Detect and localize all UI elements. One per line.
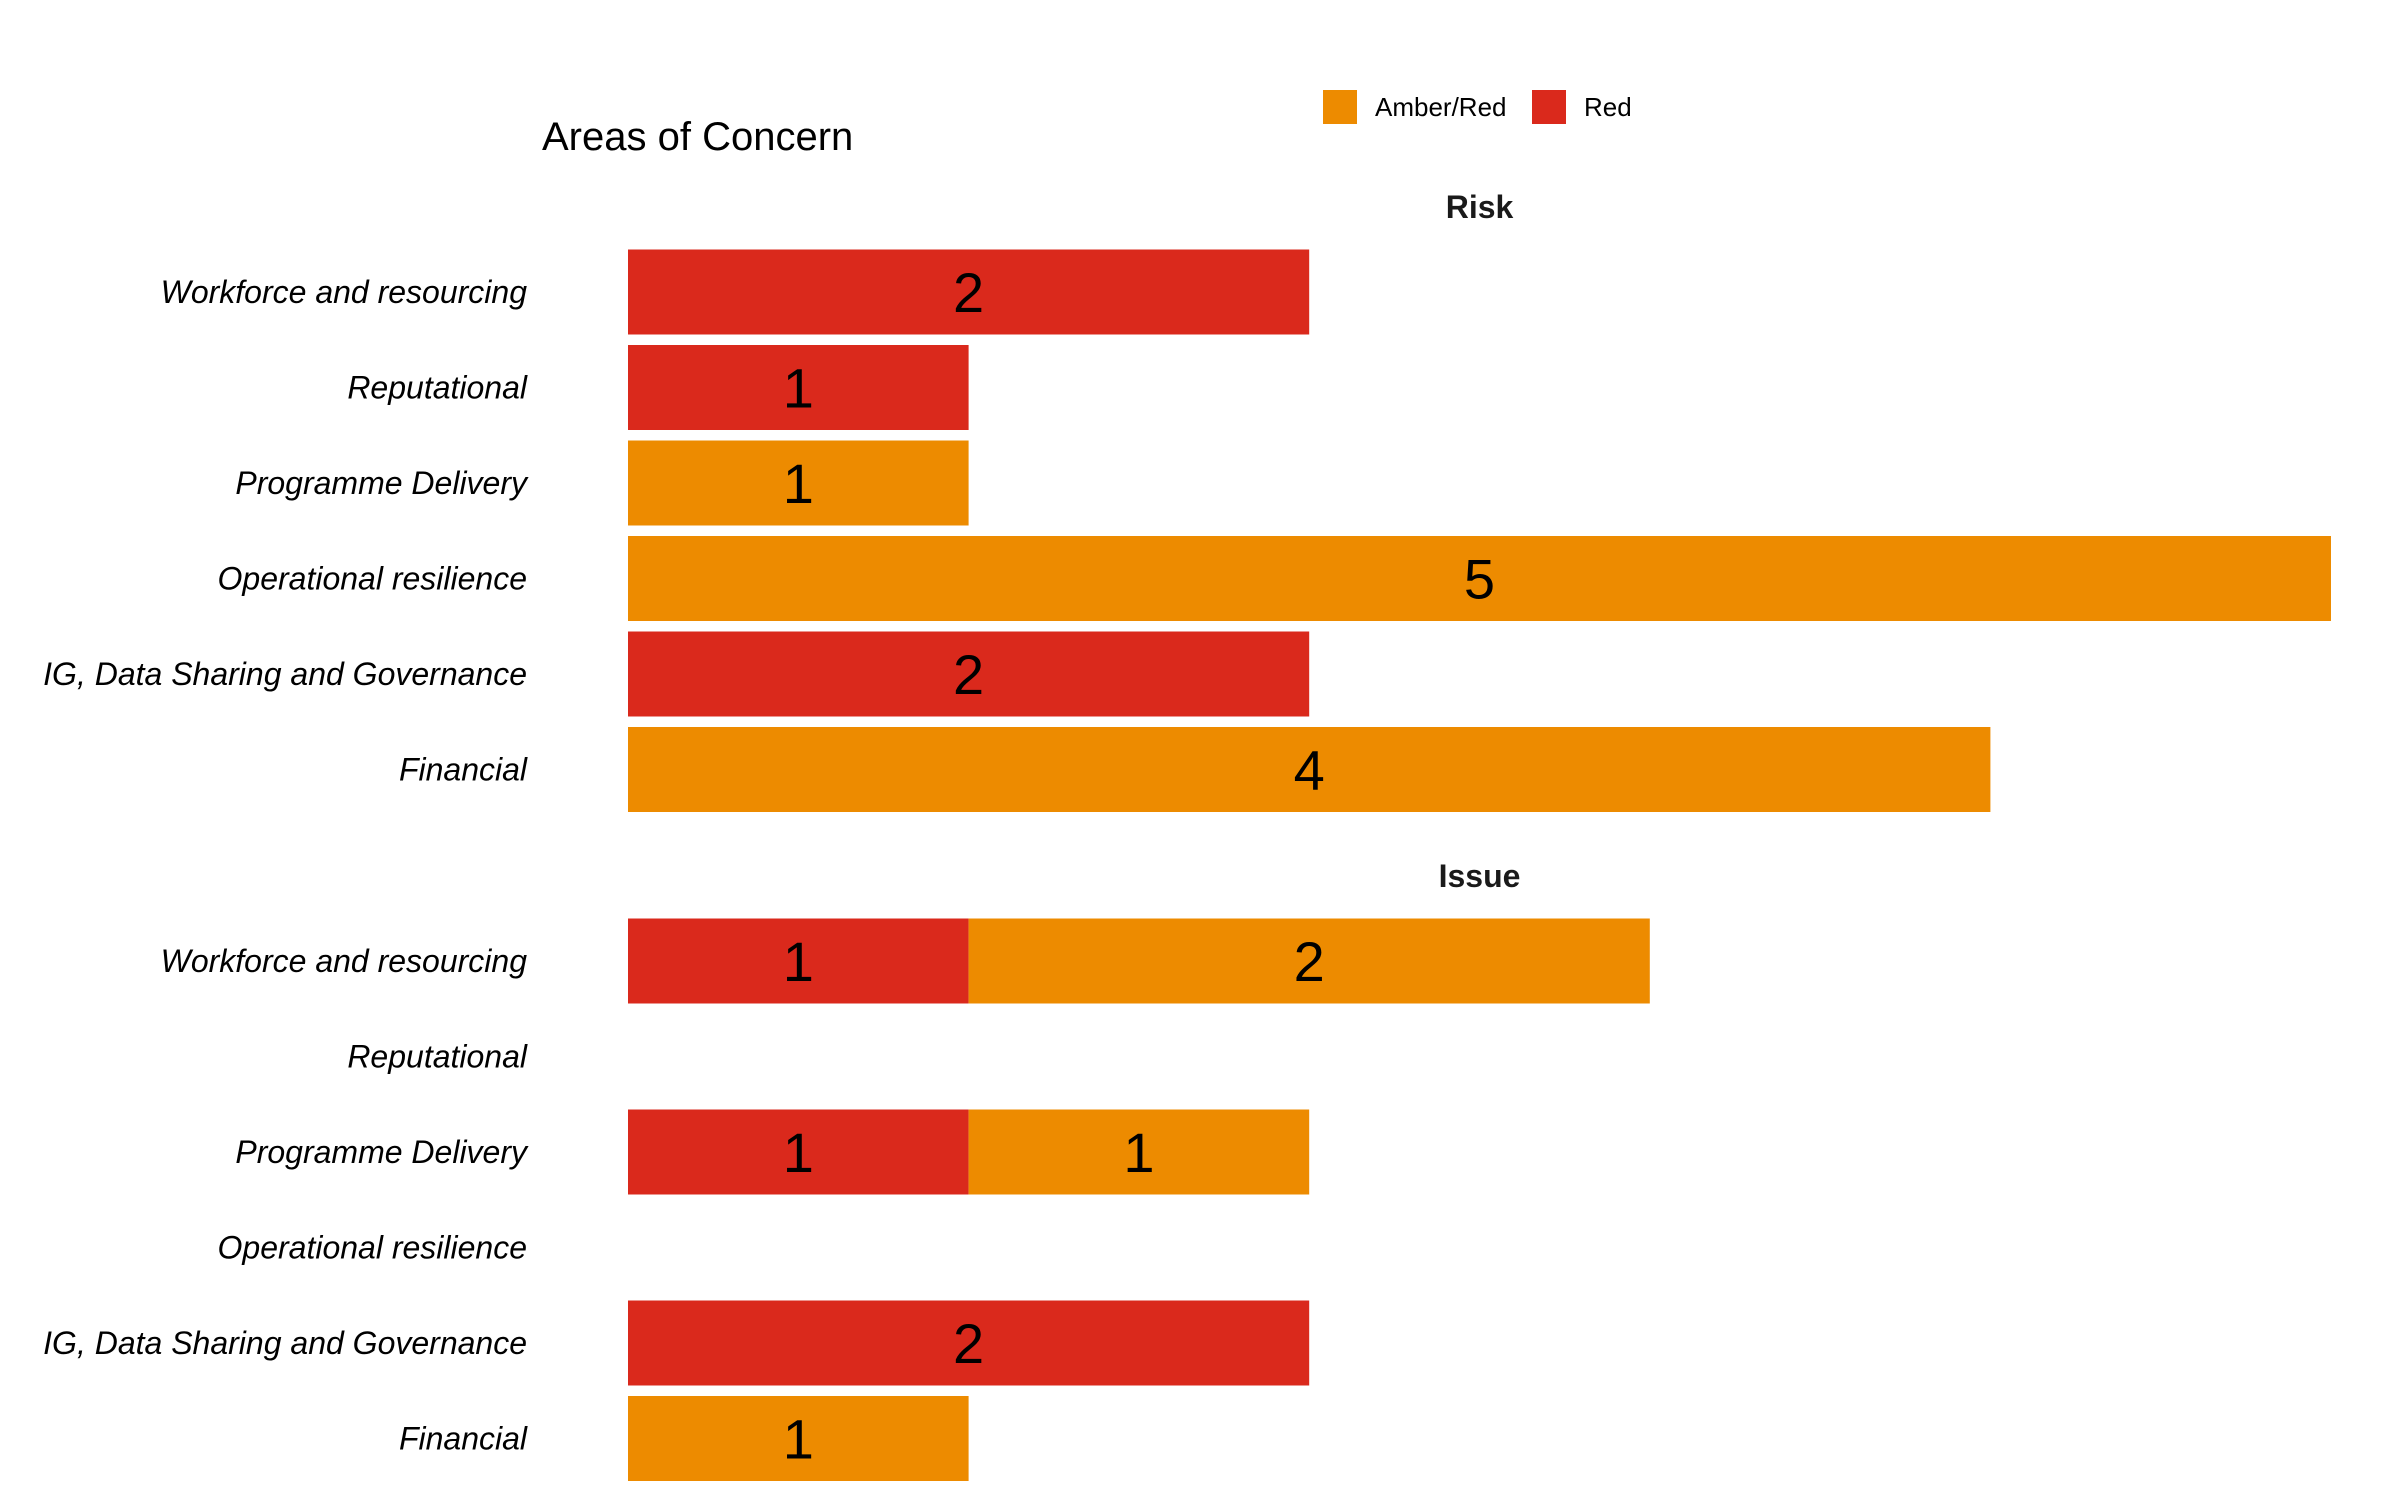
data-label-issue-ig-data-sharing-and-governance-red: 2 [953,1312,984,1375]
bar-issue-ig-data-sharing-and-governance-red [628,1300,1310,1386]
legend-label-amber-red: Amber/Red [1375,92,1507,122]
bar-risk-programme-delivery-amber-red [628,440,969,526]
data-label-issue-workforce-and-resourcing-red: 1 [783,930,814,993]
chart-title: Areas of Concern [542,115,853,159]
category-label-reputational: Reputational [347,1039,528,1075]
bar-issue-workforce-and-resourcing-amber-red [968,918,1650,1004]
bar-risk-financial-amber-red [628,727,1991,812]
data-label-risk-workforce-and-resourcing-red: 2 [953,261,984,324]
bar-issue-financial-amber-red [628,1396,969,1481]
data-label-issue-programme-delivery-red: 1 [783,1121,814,1184]
data-label-risk-reputational-red: 1 [783,357,814,420]
category-label-reputational: Reputational [347,370,528,406]
category-label-operational-resilience: Operational resilience [218,1230,528,1266]
data-label-risk-programme-delivery-amber-red: 1 [783,452,814,515]
bar-risk-workforce-and-resourcing-red [628,249,1310,335]
bar-issue-workforce-and-resourcing-red [628,918,969,1004]
category-label-ig-data-sharing-and-governance: IG, Data Sharing and Governance [43,656,527,692]
category-label-programme-delivery: Programme Delivery [235,465,529,501]
category-label-programme-delivery: Programme Delivery [235,1134,529,1170]
legend-swatch-red [1532,90,1566,124]
bar-risk-ig-data-sharing-and-governance-red [628,631,1310,717]
category-label-operational-resilience: Operational resilience [218,561,528,597]
data-label-risk-financial-amber-red: 4 [1294,739,1325,802]
data-label-issue-programme-delivery-amber-red: 1 [1123,1121,1154,1184]
legend-label-red: Red [1584,92,1632,122]
category-label-workforce-and-resourcing: Workforce and resourcing [161,943,528,979]
bar-risk-reputational-red [628,345,969,430]
facet-risk: Risk Workforce and resourcing 2 Reputationa… [43,189,2331,812]
bar-issue-programme-delivery-red [628,1109,969,1195]
facet-issue: Issue Workforce and resourcing 1 2 Reputatio… [43,858,1650,1481]
facet-title-issue: Issue [1439,858,1521,894]
data-label-issue-workforce-and-resourcing-amber-red: 2 [1294,930,1325,993]
bar-issue-programme-delivery-amber-red [968,1109,1310,1195]
category-label-ig-data-sharing-and-governance: IG, Data Sharing and Governance [43,1325,527,1361]
facets: Risk Workforce and resourcing 2 Reputationa… [43,189,2331,1481]
data-label-risk-ig-data-sharing-and-governance-red: 2 [953,643,984,706]
category-label-financial: Financial [399,1421,528,1457]
legend: Amber/Red Red [1323,90,1632,124]
category-label-financial: Financial [399,752,528,788]
data-label-risk-operational-resilience-amber-red: 5 [1464,548,1495,611]
data-label-issue-financial-amber-red: 1 [783,1408,814,1471]
legend-swatch-amber-red [1323,90,1357,124]
category-label-workforce-and-resourcing: Workforce and resourcing [161,274,528,310]
facet-title-risk: Risk [1446,189,1514,225]
bar-risk-operational-resilience-amber-red [628,536,2331,621]
